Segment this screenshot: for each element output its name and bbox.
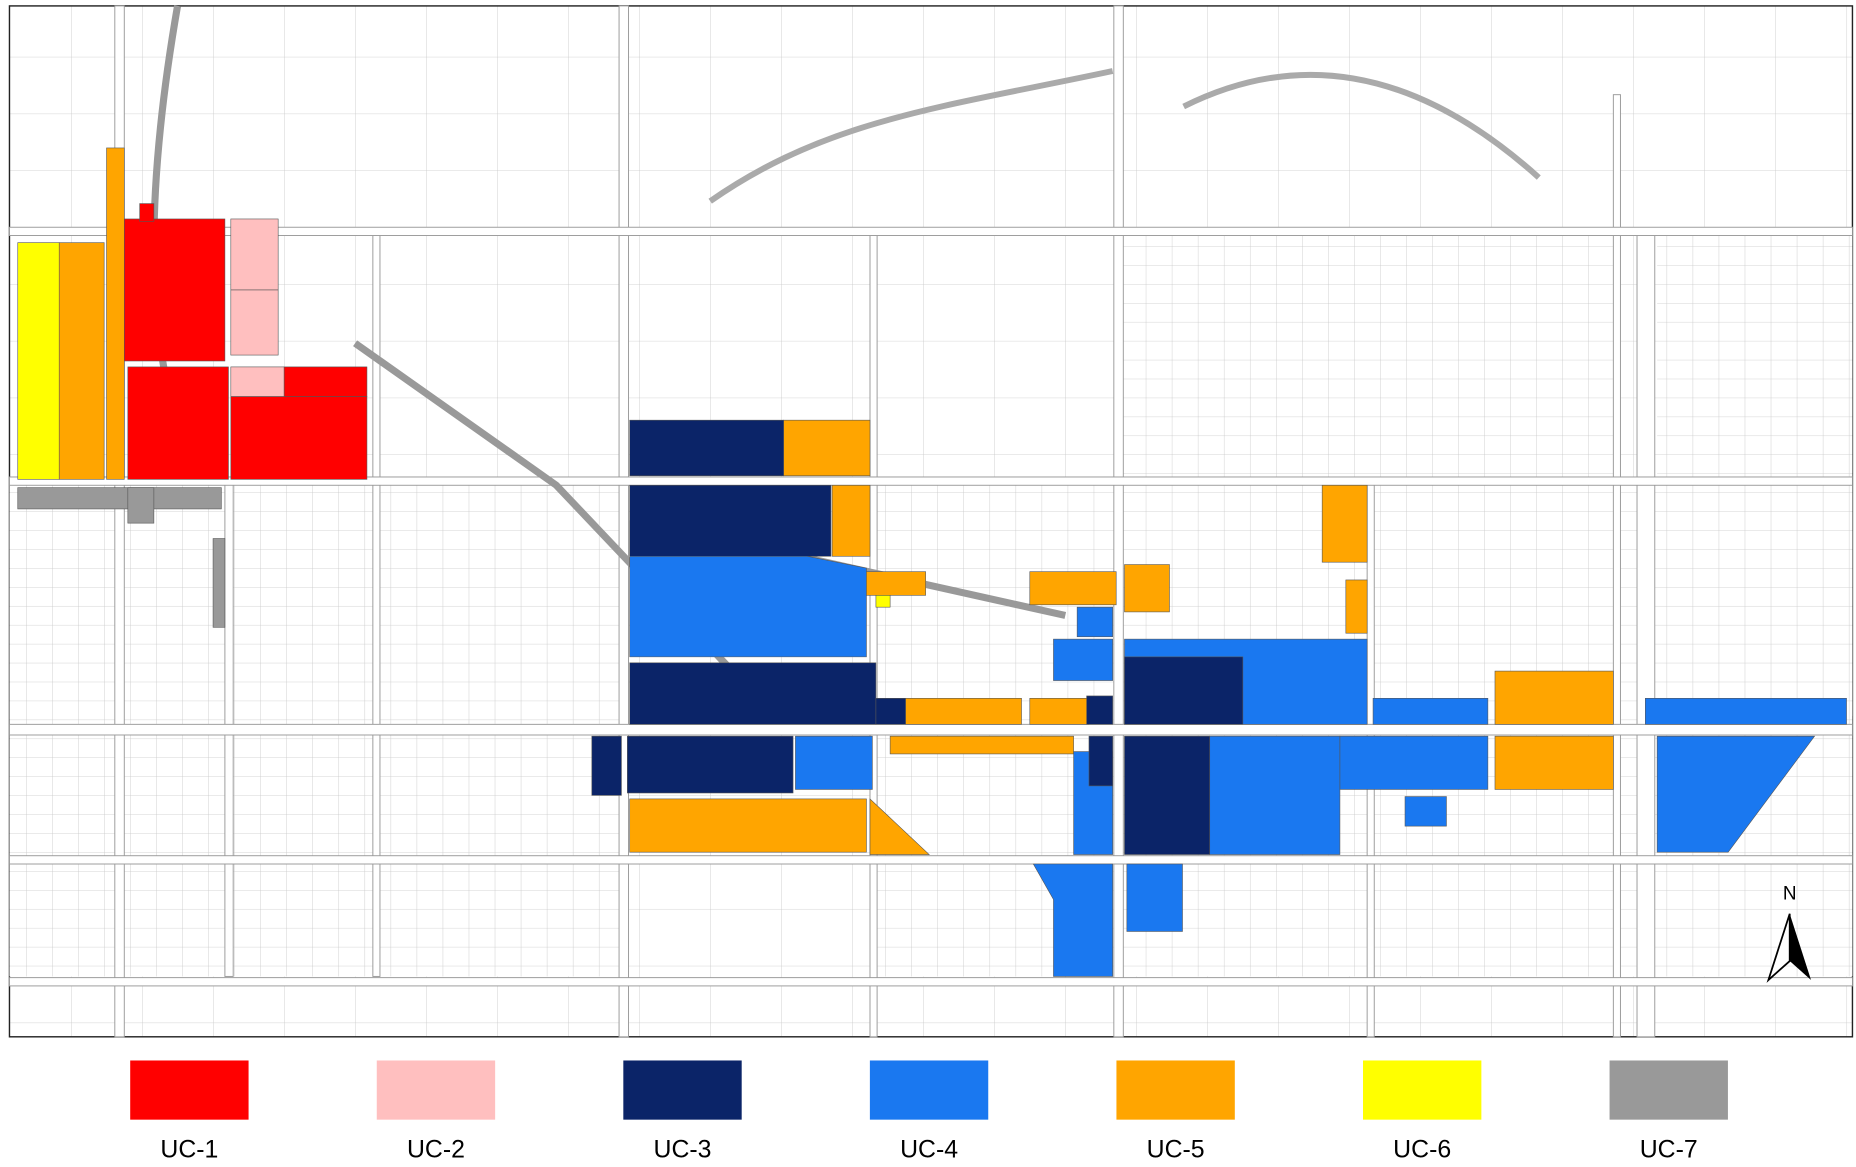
- arrow-right: [1789, 913, 1812, 980]
- legend-swatch: [130, 1060, 249, 1120]
- zones: [17, 147, 1847, 977]
- map-area: N: [8, 5, 1854, 1038]
- legend-swatch: [1116, 1060, 1235, 1120]
- legend-label: UC-2: [407, 1137, 465, 1164]
- arrow-left: [1766, 913, 1791, 983]
- legend-swatch: [1363, 1060, 1482, 1120]
- north-arrow: N: [1766, 884, 1812, 983]
- north-label: N: [1783, 884, 1797, 905]
- legend-label: UC-5: [1147, 1137, 1205, 1164]
- legend-label: UC-6: [1393, 1137, 1451, 1164]
- legend-swatch: [1609, 1060, 1728, 1120]
- legend-label: UC-4: [900, 1137, 958, 1164]
- parcel-area: [1657, 230, 1853, 717]
- legend-label: UC-7: [1640, 1137, 1698, 1164]
- legend-swatch: [376, 1060, 496, 1120]
- legend-swatch: [623, 1060, 742, 1120]
- legend-label: UC-3: [654, 1137, 712, 1164]
- legend-swatch: [869, 1060, 989, 1120]
- legend-label: UC-1: [160, 1137, 218, 1164]
- roads: [8, 5, 1853, 1038]
- legend: UC-1 UC-2 UC-3 UC-4 UC-5 UC-6 UC-7: [130, 1060, 1728, 1164]
- parcel-area: [1116, 230, 1614, 480]
